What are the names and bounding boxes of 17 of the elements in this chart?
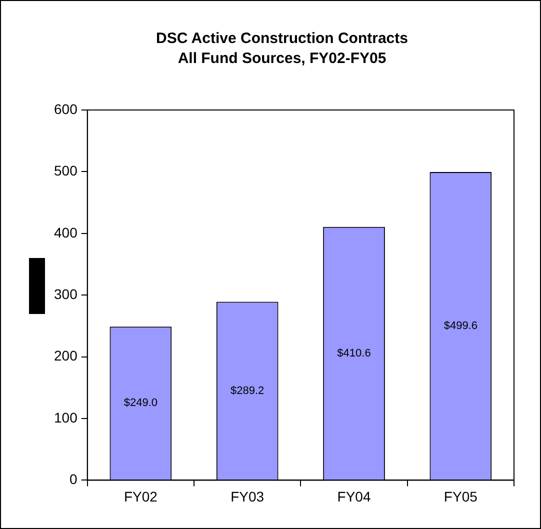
y-tick-label: 600 (54, 100, 78, 117)
data-label: $499.6 (444, 320, 478, 332)
data-label: $289.2 (230, 384, 264, 397)
data-label: $249.0 (124, 397, 158, 410)
y-tick-label: 100 (54, 409, 78, 426)
y-tick-label: 200 (54, 348, 78, 364)
data-label: $410.6 (337, 347, 371, 360)
x-tick-label: FY02 (124, 488, 158, 504)
y-tick-label: 400 (54, 224, 78, 240)
x-tick-label: FY03 (230, 488, 264, 504)
chart-subtitle: All Fund Sources, FY02-FY05 (178, 50, 386, 68)
y-tick-label: 500 (54, 162, 78, 179)
y-tick-label: 300 (54, 286, 78, 302)
x-tick-label: FY05 (444, 488, 478, 504)
x-tick-label: FY04 (337, 488, 371, 504)
chart-title: DSC Active Construction Contracts (156, 30, 408, 48)
y-tick-label: 0 (70, 471, 78, 488)
